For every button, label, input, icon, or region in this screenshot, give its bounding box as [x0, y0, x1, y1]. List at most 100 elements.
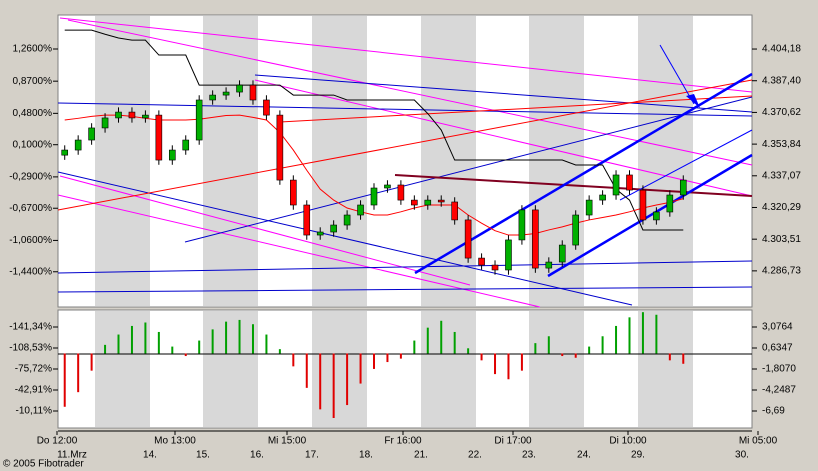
- y2-tick-label: -10,11%: [15, 406, 52, 417]
- candle-body: [666, 194, 674, 213]
- trend-line: [254, 74, 753, 113]
- candle-body: [357, 204, 364, 216]
- x-time-label: Fr 16:00: [384, 436, 422, 447]
- day-band: [95, 311, 150, 427]
- day-bands: [95, 16, 693, 427]
- candle-body: [316, 231, 324, 236]
- x-date-label: 11.Mrz: [57, 450, 87, 461]
- day-band: [95, 16, 150, 306]
- trend-line: [619, 129, 753, 201]
- x-date-label: 21.: [414, 450, 428, 461]
- candle-body: [182, 139, 190, 151]
- day-band: [529, 311, 584, 427]
- day-band: [638, 16, 693, 306]
- candle-body: [195, 99, 203, 141]
- y2-tick-label: -42,91%: [15, 385, 52, 396]
- x-date-label: 24.: [577, 450, 591, 461]
- candle-body: [437, 199, 445, 203]
- indicator-line: [64, 114, 684, 236]
- y-tick-label: 4.320,29: [762, 202, 801, 213]
- candle-body: [626, 174, 633, 191]
- candle-body: [532, 209, 539, 269]
- channel-line: [59, 17, 753, 93]
- day-band: [421, 311, 476, 427]
- candle-body: [370, 187, 378, 206]
- day-band: [203, 16, 258, 306]
- arrow-line: [659, 44, 695, 105]
- candle-body: [451, 201, 458, 221]
- trend-line: [57, 171, 633, 306]
- candle-body: [558, 244, 566, 263]
- candle-body: [411, 199, 418, 206]
- y-tick-label: 3,0764: [762, 322, 793, 333]
- y-tick-label: 4.404,18: [762, 44, 801, 55]
- y2-tick-label: -141,34%: [9, 322, 52, 333]
- trend-line: [57, 102, 753, 117]
- x-date-label: 29.: [631, 450, 645, 461]
- trend-line: [394, 174, 753, 197]
- candle-body: [572, 214, 580, 246]
- y2-tick-label: -1,0600%: [9, 235, 52, 246]
- y2-tick-label: 1,2600%: [13, 44, 53, 55]
- x-date-label: 16.: [250, 450, 264, 461]
- candle-body: [74, 139, 82, 151]
- y2-tick-label: -75,72%: [15, 364, 52, 375]
- y-tick-label: -6,69: [762, 406, 785, 417]
- x-date-label: 22.: [468, 450, 482, 461]
- candle-body: [679, 179, 687, 196]
- candle-body: [249, 84, 257, 101]
- x-date-label: 23.: [522, 450, 536, 461]
- channel-line: [57, 194, 541, 308]
- candle-body: [545, 261, 553, 269]
- trend-line: [57, 286, 753, 293]
- day-band: [203, 311, 258, 427]
- x-date-label: 17.: [305, 450, 319, 461]
- price-panel: [57, 14, 753, 308]
- trend-line: [279, 95, 753, 123]
- candle-body: [612, 174, 620, 196]
- candle-body: [303, 204, 311, 236]
- oscillator-panel: [57, 309, 753, 429]
- x-time-label: Di 10:00: [609, 436, 647, 447]
- y-tick-label: 4.353,84: [762, 139, 801, 150]
- x-date-label: 15.: [196, 450, 210, 461]
- candle-body: [464, 219, 472, 259]
- x-date-label: 14.: [143, 450, 157, 461]
- channel-line: [254, 79, 753, 197]
- trend-line: [184, 96, 753, 243]
- candle-body: [505, 239, 512, 271]
- candle-body: [222, 91, 230, 96]
- footer: © 2005 Fibotrader: [3, 459, 84, 470]
- x-time-label: Mo 13:00: [154, 436, 196, 447]
- candle-body: [478, 257, 485, 266]
- trend-line: [547, 153, 753, 278]
- candle-body: [276, 114, 284, 181]
- candle-body: [115, 111, 122, 119]
- indicator-line: [64, 29, 684, 231]
- y2-tick-label: -0,6700%: [9, 203, 52, 214]
- candle-body: [343, 214, 351, 226]
- y-tick-label: 4.370,62: [762, 107, 801, 118]
- candle-body: [384, 184, 391, 189]
- candle-body: [330, 224, 337, 233]
- candle-body: [263, 99, 270, 116]
- candle-body: [585, 199, 593, 216]
- candle-body: [653, 211, 660, 221]
- y-tick-label: -4,2487: [762, 385, 796, 396]
- x-date-label: 30.: [735, 450, 749, 461]
- candle-body: [155, 114, 163, 161]
- y-tick-label: 4.303,51: [762, 234, 801, 245]
- candle-body: [491, 264, 499, 271]
- y2-tick-label: 0,8700%: [13, 76, 53, 87]
- x-date-label: 18.: [359, 450, 373, 461]
- x-time-label: Do 12:00: [37, 436, 78, 447]
- candle-body: [518, 209, 526, 241]
- y-tick-label: -1,8070: [762, 364, 796, 375]
- x-time-label: Di 17:00: [494, 436, 532, 447]
- y2-tick-label: -108,53%: [9, 343, 52, 354]
- candle-body: [101, 117, 109, 129]
- candle-body: [128, 111, 136, 119]
- candle-body: [290, 179, 297, 206]
- y-tick-label: 4.337,07: [762, 170, 801, 181]
